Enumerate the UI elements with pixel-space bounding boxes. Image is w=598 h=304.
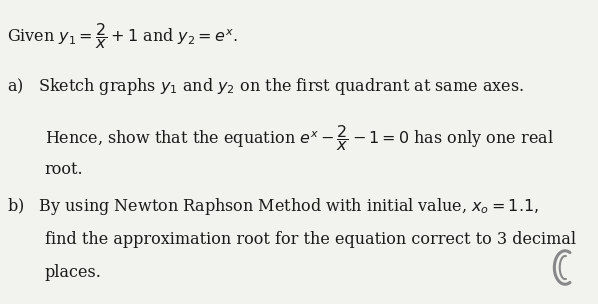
- Text: a)   Sketch graphs $y_1$ and $y_2$ on the first quadrant at same axes.: a) Sketch graphs $y_1$ and $y_2$ on the …: [7, 76, 524, 97]
- Text: b)   By using Newton Raphson Method with initial value, $x_o=1.1,$: b) By using Newton Raphson Method with i…: [7, 196, 539, 217]
- Text: Hence, show that the equation $e^{x}-\dfrac{2}{x}-1=0$ has only one real: Hence, show that the equation $e^{x}-\df…: [45, 123, 554, 153]
- Text: places.: places.: [45, 264, 102, 282]
- Text: find the approximation root for the equation correct to 3 decimal: find the approximation root for the equa…: [45, 231, 576, 248]
- Text: root.: root.: [45, 161, 84, 178]
- Text: Given $y_1=\dfrac{2}{x}+1$ and $y_2=e^{x}.$: Given $y_1=\dfrac{2}{x}+1$ and $y_2=e^{x…: [7, 21, 237, 51]
